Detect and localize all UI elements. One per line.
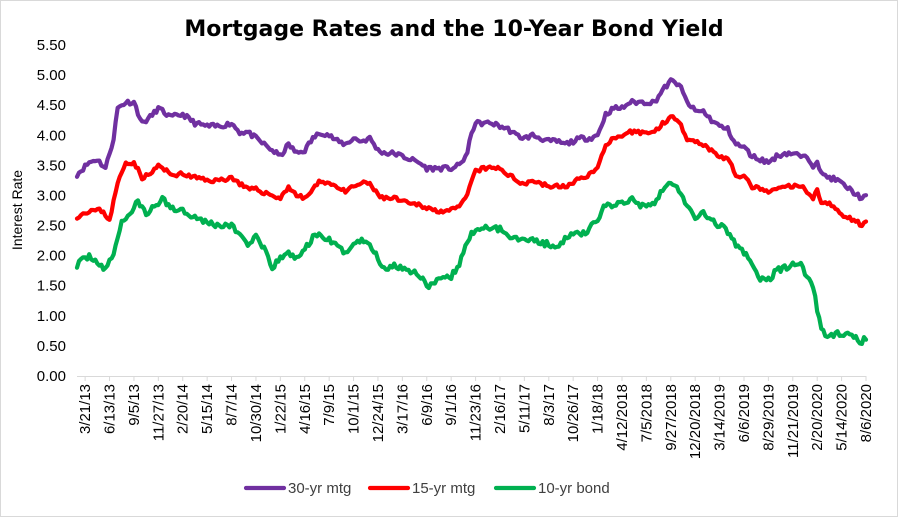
x-tick-label: 3/21/13 <box>77 384 94 434</box>
x-tick-label: 12/24/15 <box>370 384 387 442</box>
x-tick-label: 9/5/13 <box>126 384 143 426</box>
legend: 30-yr mtg 15-yr mtg 10-yr bond <box>243 480 610 497</box>
x-tick-label: 6/9/16 <box>419 384 436 426</box>
y-tick-label: 1.50 <box>37 278 66 295</box>
y-tick-label: 4.50 <box>37 97 66 114</box>
x-tick-label: 8/3/17 <box>541 384 558 426</box>
legend-label: 15-yr mtg <box>412 480 475 497</box>
x-tick-label: 5/11/17 <box>516 384 533 433</box>
y-axis: 0.00 0.50 1.00 1.50 2.00 2.50 3.00 3.50 4.00 4.50… <box>37 37 66 385</box>
x-tick-label: 3/17/16 <box>394 384 411 434</box>
series-line-15-yr-mtg <box>74 114 869 229</box>
legend-label: 30-yr mtg <box>288 480 351 497</box>
x-tick-label: 9/27/2018 <box>663 384 680 451</box>
series-line-10-yr-bond <box>74 180 869 346</box>
x-tick-label: 5/14/2020 <box>834 384 851 451</box>
x-tick-label: 11/21/2019 <box>785 384 802 458</box>
y-tick-label: 2.50 <box>37 218 66 235</box>
x-tick-label: 1/22/15 <box>272 384 289 434</box>
x-tick-label: 11/27/13 <box>150 384 167 441</box>
legend-label: 10-yr bond <box>538 480 610 497</box>
y-tick-label: 5.00 <box>37 67 66 84</box>
series-line-30-yr-mtg <box>74 77 869 202</box>
x-tick-label: 7/5/2018 <box>638 384 655 442</box>
x-tick-label: 2/20/2020 <box>809 384 826 451</box>
y-tick-label: 3.00 <box>37 187 66 204</box>
x-tick-label: 11/23/16 <box>468 384 485 441</box>
x-tick-label: 9/1/16 <box>443 384 460 426</box>
x-tick-label: 8/29/2019 <box>760 384 777 451</box>
x-tick-label: 7/9/15 <box>321 384 338 426</box>
x-tick-label: 3/14/2019 <box>712 384 729 451</box>
y-tick-label: 0.00 <box>37 368 66 385</box>
x-tick-label: 6/13/13 <box>102 384 119 434</box>
x-tick-label: 10/30/14 <box>248 384 265 442</box>
x-tick-label: 2/16/17 <box>492 384 509 434</box>
x-tick-label: 1/18/18 <box>590 384 607 434</box>
x-tick-label: 5/15/14 <box>199 384 216 434</box>
x-tick-label: 6/6/2019 <box>736 384 753 442</box>
y-tick-label: 5.50 <box>37 37 66 54</box>
y-tick-label: 3.50 <box>37 157 66 174</box>
y-tick-label: 4.00 <box>37 127 66 144</box>
y-tick-label: 1.00 <box>37 308 66 325</box>
x-axis: 3/21/13 6/13/13 9/5/13 11/27/13 2/20/14 5/15/… <box>77 376 875 459</box>
x-tick-label: 10/26/17 <box>565 384 582 442</box>
y-tick-label: 2.00 <box>37 248 66 265</box>
x-tick-label: 10/1/15 <box>346 384 363 434</box>
chart-title: Mortgage Rates and the 10-Year Bond Yiel… <box>184 17 723 42</box>
x-tick-label: 4/16/15 <box>297 384 314 434</box>
plot-area <box>74 77 869 346</box>
x-tick-label: 8/7/14 <box>224 384 241 426</box>
y-axis-label: Interest Rate <box>9 170 25 250</box>
x-tick-label: 2/20/14 <box>175 384 192 434</box>
x-tick-label: 12/20/2018 <box>687 384 704 459</box>
y-tick-label: 0.50 <box>37 338 66 355</box>
x-tick-label: 8/6/2020 <box>858 384 875 442</box>
x-tick-label: 4/12/2018 <box>614 384 631 451</box>
